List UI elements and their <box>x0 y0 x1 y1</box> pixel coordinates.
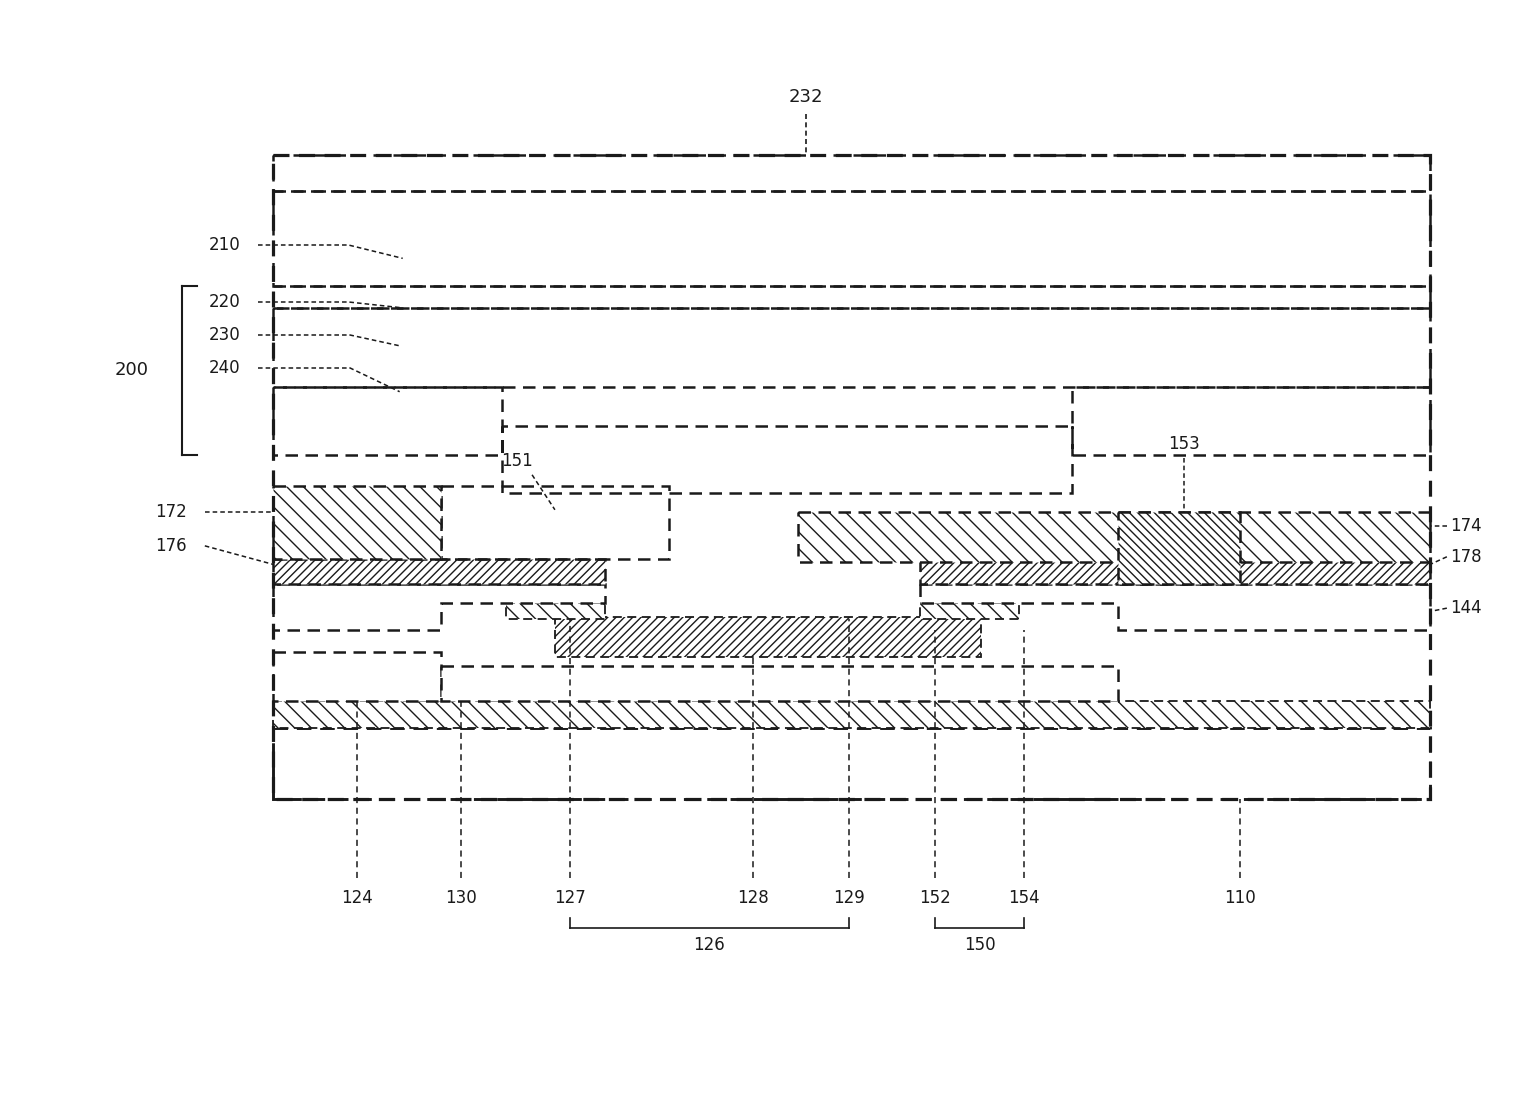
Polygon shape <box>273 652 441 701</box>
Polygon shape <box>1118 511 1240 584</box>
Text: 174: 174 <box>1450 517 1482 535</box>
Text: 152: 152 <box>920 889 951 907</box>
Polygon shape <box>920 584 1430 630</box>
Text: 176: 176 <box>155 537 187 555</box>
Text: 126: 126 <box>694 935 725 954</box>
Text: 230: 230 <box>209 325 241 344</box>
Text: 240: 240 <box>209 359 241 376</box>
Text: 110: 110 <box>1224 889 1256 907</box>
Polygon shape <box>273 584 605 630</box>
Polygon shape <box>507 602 605 619</box>
Polygon shape <box>273 701 1430 728</box>
Text: 124: 124 <box>341 889 373 907</box>
Polygon shape <box>273 559 605 584</box>
Polygon shape <box>273 486 441 559</box>
Polygon shape <box>920 559 1430 584</box>
Text: 127: 127 <box>554 889 587 907</box>
Text: 210: 210 <box>209 236 241 255</box>
Text: 150: 150 <box>963 935 995 954</box>
Polygon shape <box>554 617 982 658</box>
Polygon shape <box>799 511 1430 562</box>
Text: 200: 200 <box>115 361 149 380</box>
Text: 232: 232 <box>790 87 823 105</box>
Polygon shape <box>441 666 1118 701</box>
Text: 153: 153 <box>1167 435 1200 453</box>
Text: 128: 128 <box>737 889 768 907</box>
Text: 129: 129 <box>833 889 865 907</box>
Text: 130: 130 <box>444 889 476 907</box>
Text: 178: 178 <box>1450 548 1482 566</box>
Text: 151: 151 <box>501 452 533 469</box>
Text: 172: 172 <box>155 503 187 521</box>
Polygon shape <box>920 602 1020 619</box>
Text: 220: 220 <box>209 293 241 311</box>
Text: 144: 144 <box>1450 599 1482 618</box>
Text: 154: 154 <box>1008 889 1040 907</box>
